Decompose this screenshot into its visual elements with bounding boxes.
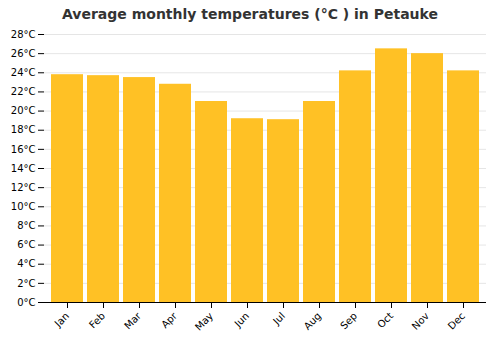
svg-text:28°C: 28°C — [11, 29, 36, 40]
html-text:Average monthly temperatures (: Average monthly temperatures (°C ) in Pe… — [62, 6, 438, 22]
svg-text:Aug: Aug — [302, 310, 324, 332]
svg-text:Jan: Jan — [52, 310, 71, 329]
svg-text:2°C: 2°C — [17, 278, 35, 289]
svg-text:4°C: 4°C — [17, 258, 35, 269]
svg-text:Nov: Nov — [410, 310, 432, 332]
svg-text:Feb: Feb — [87, 310, 107, 330]
svg-text:May: May — [193, 310, 215, 332]
svg-text:12°C: 12°C — [11, 182, 36, 193]
svg-text:Apr: Apr — [159, 310, 180, 331]
svg-text:22°C: 22°C — [11, 86, 36, 97]
svg-text:26°C: 26°C — [11, 48, 36, 59]
svg-text:6°C: 6°C — [17, 239, 35, 250]
svg-text:Sep: Sep — [338, 310, 359, 331]
svg-text:16°C: 16°C — [11, 144, 36, 155]
svg-text:20°C: 20°C — [11, 105, 36, 116]
svg-text:10°C: 10°C — [11, 201, 36, 212]
svg-text:18°C: 18°C — [11, 124, 36, 135]
svg-text:14°C: 14°C — [11, 163, 36, 174]
svg-text:Mar: Mar — [122, 310, 144, 332]
svg-text:24°C: 24°C — [11, 67, 36, 78]
svg-text:8°C: 8°C — [17, 220, 35, 231]
svg-text:Dec: Dec — [446, 310, 467, 331]
svg-text:0°C: 0°C — [17, 297, 35, 308]
svg-text:Jun: Jun — [232, 310, 252, 330]
svg-text:Oct: Oct — [375, 310, 395, 330]
svg-text:Jul: Jul — [270, 310, 287, 327]
